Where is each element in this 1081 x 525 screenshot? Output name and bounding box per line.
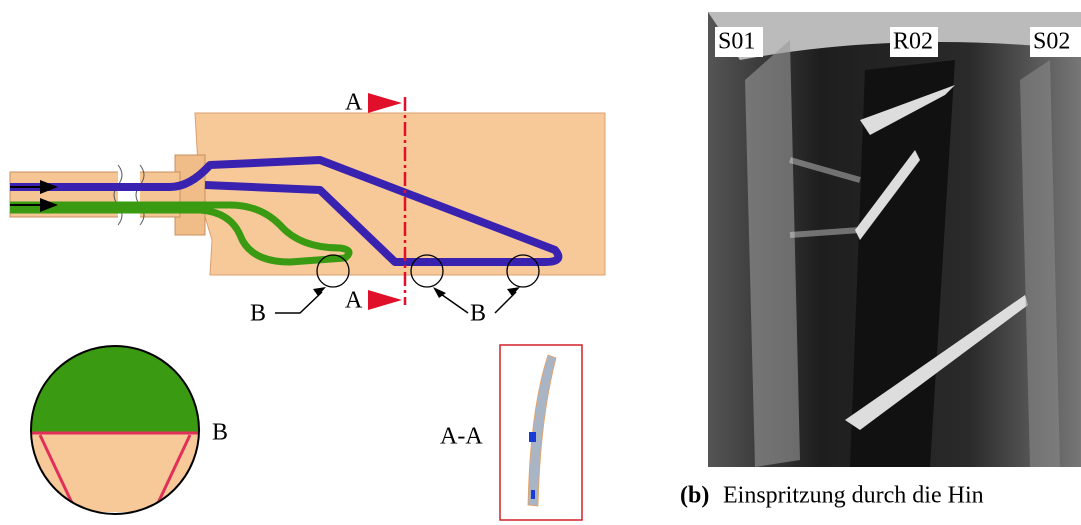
label: B: [250, 301, 266, 327]
photo-label: S01: [718, 29, 755, 55]
caption-text: Einspritzung durch die Hin: [723, 483, 984, 509]
section-arrow: [368, 93, 402, 113]
section-view: A-A: [440, 345, 582, 520]
label: A-A: [440, 424, 483, 450]
caption-label: (b): [680, 483, 709, 509]
label: B: [212, 420, 228, 446]
photo-label: S02: [1033, 29, 1070, 55]
label: A: [345, 288, 363, 314]
label: A: [345, 90, 363, 116]
figure: A A B B B A-A: [0, 0, 1081, 525]
photo: S01 R02 S02: [708, 12, 1081, 467]
injector-drawing: A A B B: [10, 90, 605, 327]
detail-view: B: [30, 340, 228, 522]
photo-label: R02: [893, 29, 933, 55]
section-arrow: [368, 290, 402, 310]
label: B: [470, 301, 486, 327]
